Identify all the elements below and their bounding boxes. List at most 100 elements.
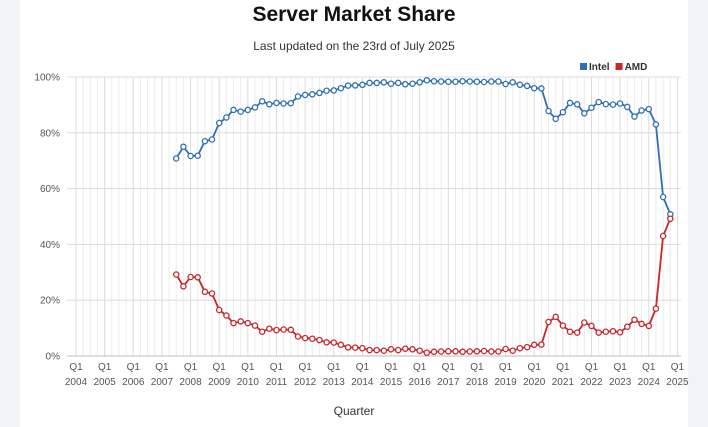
data-point-intel bbox=[545, 107, 552, 115]
x-tick-year: 2020 bbox=[523, 377, 546, 388]
x-tick-year: 2008 bbox=[179, 377, 202, 388]
x-tick-year: 2022 bbox=[580, 377, 603, 388]
data-point-amd bbox=[280, 326, 287, 333]
data-point-amd bbox=[516, 344, 524, 352]
data-point-amd bbox=[566, 328, 574, 335]
data-point-amd bbox=[538, 341, 545, 348]
x-tick-quarter: Q1 bbox=[642, 362, 656, 373]
data-point-amd bbox=[223, 312, 230, 319]
x-tick-year: 2013 bbox=[323, 377, 346, 388]
data-point-amd bbox=[573, 329, 581, 336]
data-point-intel bbox=[394, 79, 402, 87]
data-point-amd bbox=[215, 306, 223, 314]
series-line-intel bbox=[175, 79, 672, 215]
y-tick-label: 80% bbox=[40, 128, 60, 139]
x-tick-quarter: Q1 bbox=[327, 362, 341, 373]
data-point-amd bbox=[667, 215, 674, 222]
x-tick-quarter: Q1 bbox=[556, 362, 570, 373]
data-point-amd bbox=[488, 348, 495, 355]
data-point-amd bbox=[609, 327, 617, 335]
data-point-amd bbox=[359, 344, 366, 352]
data-point-intel bbox=[359, 81, 366, 89]
data-point-intel bbox=[609, 101, 617, 108]
data-point-intel bbox=[172, 155, 180, 162]
data-point-amd bbox=[509, 347, 516, 354]
x-tick-year: 2010 bbox=[237, 377, 260, 388]
data-point-intel bbox=[445, 78, 452, 85]
data-point-amd bbox=[602, 328, 610, 335]
y-tick-label: 20% bbox=[40, 296, 60, 307]
x-tick-year: 2021 bbox=[552, 377, 575, 388]
data-point-amd bbox=[581, 319, 588, 326]
data-point-amd bbox=[616, 329, 624, 336]
data-point-intel bbox=[595, 98, 602, 106]
data-point-amd bbox=[445, 348, 452, 355]
data-point-amd bbox=[251, 322, 259, 329]
x-axis-ticks: Q1 2004 Q1 2005 Q1 2006 Q1 2007 Q1 2008 Q1 2009 Q1 20… bbox=[65, 362, 689, 388]
data-point-amd bbox=[595, 329, 602, 336]
data-point-amd bbox=[423, 349, 431, 356]
y-tick-label: 100% bbox=[34, 73, 60, 84]
y-tick-label: 0% bbox=[46, 352, 61, 363]
data-point-intel bbox=[344, 82, 352, 89]
data-point-intel bbox=[230, 106, 237, 114]
x-tick-quarter: Q1 bbox=[184, 362, 198, 373]
legend-swatch-amd bbox=[615, 63, 623, 70]
data-point-intel bbox=[301, 91, 309, 99]
data-point-amd bbox=[273, 326, 280, 334]
data-point-intel bbox=[351, 82, 359, 89]
x-tick-quarter: Q1 bbox=[528, 362, 542, 373]
x-tick-year: 2004 bbox=[65, 377, 88, 388]
data-point-intel bbox=[659, 193, 667, 201]
data-point-intel bbox=[373, 79, 380, 87]
chart-subtitle: Last updated on the 23rd of July 2025 bbox=[253, 39, 455, 53]
data-point-amd bbox=[230, 319, 237, 327]
data-point-intel bbox=[523, 82, 531, 90]
data-point-intel bbox=[402, 81, 409, 88]
data-point-amd bbox=[416, 347, 423, 354]
data-point-amd bbox=[459, 348, 466, 356]
data-point-amd bbox=[208, 290, 216, 297]
data-point-intel bbox=[495, 78, 502, 85]
data-point-amd bbox=[659, 232, 667, 240]
data-point-intel bbox=[581, 110, 588, 117]
data-point-amd bbox=[588, 322, 595, 330]
series-line-amd bbox=[175, 218, 672, 354]
data-point-amd bbox=[473, 348, 481, 355]
x-tick-quarter: Q1 bbox=[442, 362, 456, 373]
x-tick-year: 2005 bbox=[94, 377, 117, 388]
x-tick-year: 2015 bbox=[380, 377, 403, 388]
legend: Intel AMD bbox=[580, 62, 647, 73]
data-point-amd bbox=[323, 339, 330, 346]
data-point-amd bbox=[201, 288, 209, 296]
data-point-amd bbox=[287, 326, 295, 334]
data-point-intel bbox=[258, 98, 266, 105]
data-point-amd bbox=[316, 336, 323, 344]
data-point-intel bbox=[423, 77, 431, 84]
chart-title: Server Market Share bbox=[252, 3, 456, 26]
data-point-intel bbox=[530, 84, 538, 92]
data-point-intel bbox=[466, 78, 474, 85]
data-point-intel bbox=[287, 99, 295, 107]
data-point-amd bbox=[552, 313, 559, 321]
data-point-amd bbox=[645, 322, 653, 330]
data-point-amd bbox=[631, 316, 638, 323]
data-point-intel bbox=[416, 79, 423, 86]
data-point-intel bbox=[473, 78, 481, 85]
x-tick-year: 2016 bbox=[409, 377, 432, 388]
data-point-amd bbox=[523, 343, 531, 351]
x-tick-quarter: Q1 bbox=[155, 362, 169, 373]
data-point-intel bbox=[452, 78, 459, 85]
data-point-intel bbox=[437, 78, 445, 85]
data-point-intel bbox=[638, 107, 645, 114]
x-tick-quarter: Q1 bbox=[127, 362, 141, 373]
x-tick-quarter: Q1 bbox=[98, 362, 112, 373]
x-tick-year: 2014 bbox=[351, 377, 374, 388]
x-tick-quarter: Q1 bbox=[384, 362, 398, 373]
data-point-intel bbox=[409, 80, 416, 87]
x-tick-quarter: Q1 bbox=[470, 362, 484, 373]
data-point-amd bbox=[545, 318, 552, 326]
data-point-amd bbox=[495, 348, 502, 355]
data-point-amd bbox=[652, 305, 660, 312]
